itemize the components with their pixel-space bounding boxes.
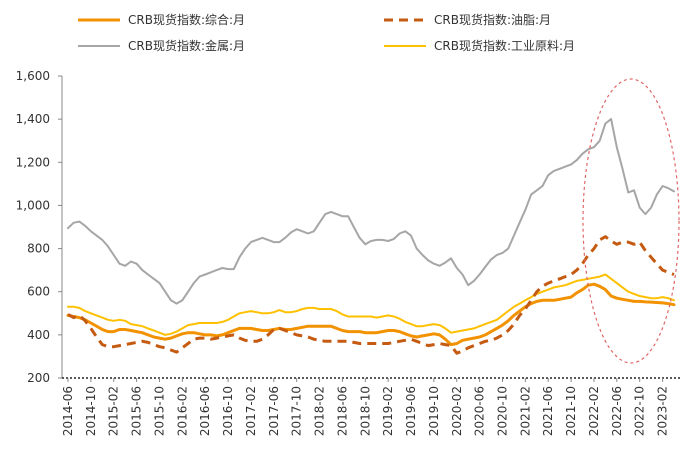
x-tick-label: 2017-06 xyxy=(267,386,281,436)
series-line xyxy=(67,118,675,305)
y-tick-label: 800 xyxy=(27,242,50,256)
legend-label: CRB现货指数:金属:月 xyxy=(128,38,245,53)
highlight-ellipse xyxy=(582,78,680,364)
x-tick-label: 2019-02 xyxy=(381,386,395,436)
x-tick-label: 2014-10 xyxy=(84,386,98,436)
x-axis: 2014-06 2014-10 2015-02 2015-06 2015-10 2016-… xyxy=(61,377,680,436)
x-tick-label: 2016-02 xyxy=(175,386,189,436)
x-tick-label: 2014-06 xyxy=(61,386,75,436)
x-tick-label: 2017-10 xyxy=(290,386,304,436)
x-tick-label: 2018-02 xyxy=(313,386,327,436)
x-tick-label: 2022-02 xyxy=(587,386,601,436)
y-tick-label: 1,600 xyxy=(16,69,50,83)
y-tick-label: 400 xyxy=(27,328,50,342)
y-tick-label: 200 xyxy=(27,371,50,385)
x-tick-label: 2020-02 xyxy=(450,386,464,436)
plot-area xyxy=(66,118,676,355)
x-tick-label: 2016-10 xyxy=(221,386,235,436)
series-line xyxy=(66,282,676,347)
y-tick-label: 600 xyxy=(27,285,50,299)
y-tick-label: 1,000 xyxy=(16,198,50,212)
x-tick-label: 2015-06 xyxy=(130,386,144,436)
x-tick-label: 2019-10 xyxy=(427,386,441,436)
x-tick-label: 2016-06 xyxy=(198,386,212,436)
legend-label: CRB现货指数:综合:月 xyxy=(128,12,245,27)
x-tick-label: 2022-10 xyxy=(633,386,647,436)
series-line xyxy=(67,235,675,355)
x-tick-label: 2015-10 xyxy=(152,386,166,436)
x-tick-label: 2017-02 xyxy=(244,386,258,436)
x-tick-label: 2021-02 xyxy=(518,386,532,436)
legend: CRB现货指数:综合:月 CRB现货指数:油脂:月 CRB现货指数:金属:月 CRB现… xyxy=(78,12,575,53)
x-tick-label: 2015-02 xyxy=(107,386,121,436)
x-tick-label: 2021-06 xyxy=(541,386,555,436)
y-axis: 200 400 600 800 1,000 1,200 1,400 1,600 xyxy=(16,69,63,385)
y-tick-label: 1,400 xyxy=(16,112,50,126)
y-tick-label: 1,200 xyxy=(16,155,50,169)
x-tick-label: 2019-06 xyxy=(404,386,418,436)
series-line xyxy=(67,273,675,336)
x-tick-label: 2018-10 xyxy=(358,386,372,436)
x-tick-label: 2020-06 xyxy=(473,386,487,436)
legend-label: CRB现货指数:油脂:月 xyxy=(434,12,551,27)
legend-label: CRB现货指数:工业原料:月 xyxy=(434,38,575,53)
x-tick-label: 2018-06 xyxy=(335,386,349,436)
x-tick-label: 2022-06 xyxy=(610,386,624,436)
x-tick-label: 2023-02 xyxy=(656,386,670,436)
x-tick-label: 2021-10 xyxy=(564,386,578,436)
x-tick-label: 2020-10 xyxy=(495,386,509,436)
